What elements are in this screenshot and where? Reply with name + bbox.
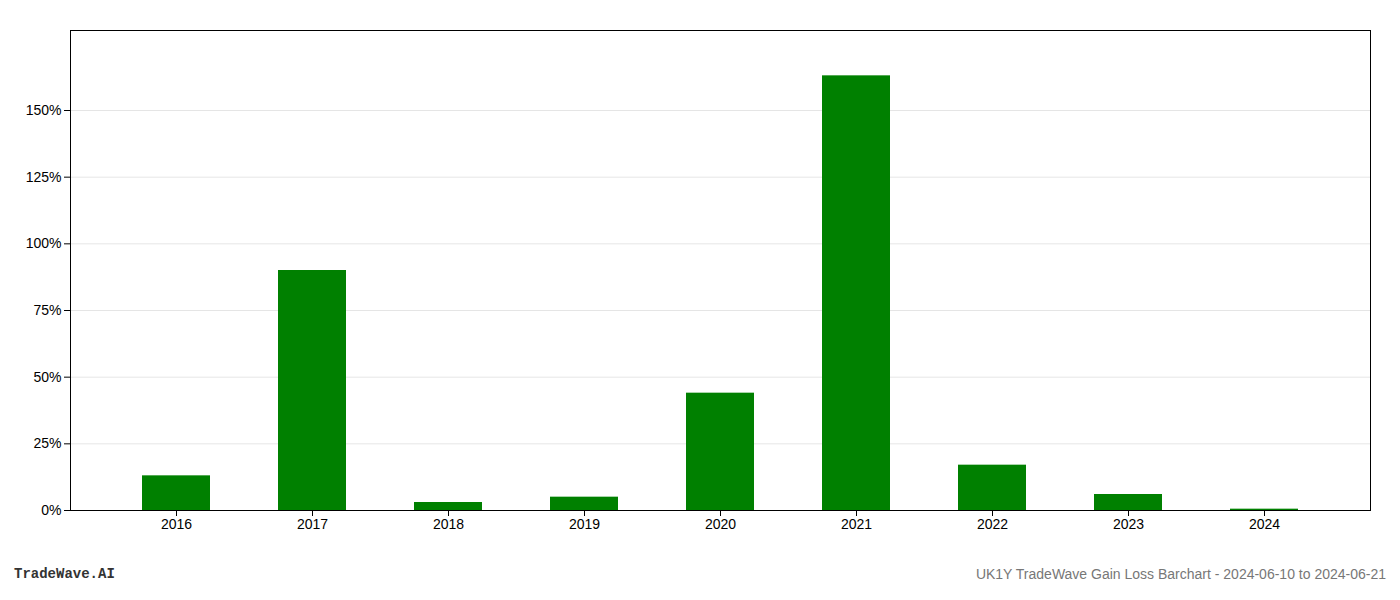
svg-text:2022: 2022 bbox=[977, 516, 1008, 532]
svg-text:75%: 75% bbox=[33, 302, 61, 318]
svg-text:25%: 25% bbox=[33, 435, 61, 451]
svg-text:2023: 2023 bbox=[1113, 516, 1144, 532]
svg-text:2021: 2021 bbox=[841, 516, 872, 532]
svg-text:100%: 100% bbox=[26, 235, 62, 251]
svg-text:2016: 2016 bbox=[161, 516, 192, 532]
svg-text:2019: 2019 bbox=[569, 516, 600, 532]
svg-text:2018: 2018 bbox=[433, 516, 464, 532]
svg-text:2024: 2024 bbox=[1249, 516, 1280, 532]
svg-text:2020: 2020 bbox=[705, 516, 736, 532]
svg-text:125%: 125% bbox=[26, 169, 62, 185]
svg-text:2017: 2017 bbox=[297, 516, 328, 532]
svg-text:150%: 150% bbox=[26, 102, 62, 118]
html-text:UK1Y TradeWave Gain Loss Barch: UK1Y TradeWave Gain Loss Barchart - 2024… bbox=[975, 566, 1386, 582]
svg-text:0%: 0% bbox=[41, 502, 61, 518]
html-text:TradeWave.AI: TradeWave.AI bbox=[14, 566, 115, 582]
svg-text:50%: 50% bbox=[33, 369, 61, 385]
